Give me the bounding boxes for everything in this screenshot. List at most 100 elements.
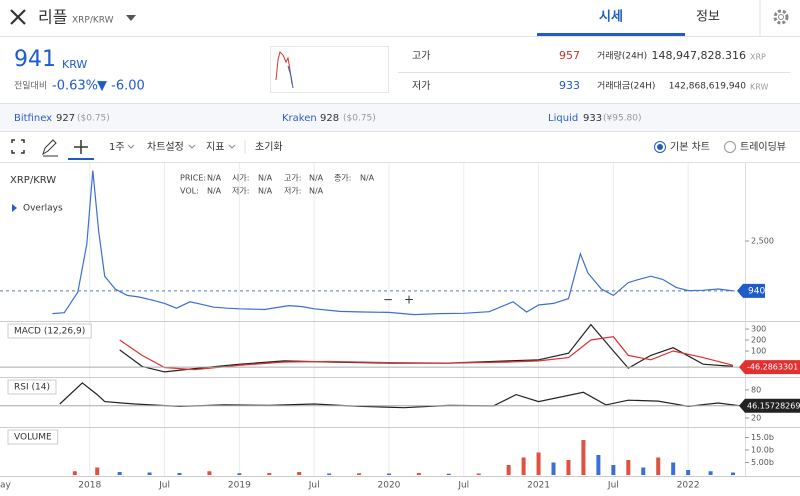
unit: KRW (750, 83, 768, 92)
sparkline-box (270, 46, 389, 93)
last-value: -46.2863301 (747, 363, 798, 372)
volume-bar (72, 471, 77, 475)
x-tick-label: Jul (457, 481, 469, 491)
volume-bar (656, 457, 661, 475)
logo (10, 9, 26, 25)
volume-bar (237, 473, 242, 475)
low: 933 (559, 79, 580, 92)
volume-bar (686, 470, 691, 475)
chevron (188, 144, 196, 149)
sparkline (275, 51, 293, 85)
exchange[interactable]: Kraken (282, 113, 317, 124)
volume-bar (731, 472, 736, 475)
settings-icon[interactable] (773, 9, 789, 25)
info: N/A (309, 187, 324, 196)
chart-type[interactable]: 기본 차트 (670, 141, 710, 153)
fullscreen-icon[interactable] (11, 139, 25, 154)
exchange-price: 928 (320, 113, 339, 124)
sparkline (287, 65, 294, 89)
exchange[interactable]: Bitfinex (14, 113, 52, 124)
exchange-row (0, 103, 800, 131)
info: N/A (360, 174, 375, 183)
info: 저가: (284, 187, 301, 196)
dropdown[interactable] (126, 15, 136, 21)
chart: ay 2018 Jul 2019 Jul 2020 Jul 2021 Jul 2022 2,500 X… (0, 163, 800, 491)
overlays: Overlays (23, 204, 63, 214)
volume-bar (611, 465, 616, 475)
y-tick-label: 80 (751, 385, 761, 394)
volume-bar (147, 472, 152, 475)
info: N/A (207, 174, 222, 183)
volume-bar (641, 467, 646, 475)
change: ▼ -6.00 (97, 79, 145, 94)
price: 941 (14, 47, 56, 72)
active-tool (68, 158, 94, 160)
draw-icon[interactable] (42, 139, 58, 157)
x-tick-label: 2020 (378, 481, 401, 491)
volume-bar (267, 473, 272, 475)
volume-bar (386, 473, 391, 475)
y-tick-label: 15.0b (751, 433, 774, 442)
chevron (228, 144, 236, 149)
radio[interactable] (724, 141, 736, 153)
panel-title-box (7, 379, 57, 395)
info: VOL: (180, 187, 199, 196)
radio[interactable] (654, 141, 666, 153)
info: 시가: (232, 174, 249, 183)
volume-bar (416, 473, 421, 475)
volume-bar (566, 460, 571, 475)
x-tick-label: Jul (607, 481, 619, 491)
y-tick-label: 300 (751, 325, 766, 334)
radio-dot (657, 144, 663, 150)
volume-bar (297, 472, 302, 475)
pair: XRP/KRW (72, 16, 114, 26)
crosshair-icon[interactable] (74, 140, 88, 154)
volume-bar (581, 440, 586, 475)
panel-title: VOLUME (14, 433, 52, 443)
info: 고가: (284, 174, 301, 183)
reset[interactable]: 초기화 (255, 141, 283, 153)
x-tick-label: 2019 (228, 481, 251, 491)
price-line (59, 382, 741, 409)
x-tick-label: Jul (158, 481, 170, 491)
high: 957 (559, 49, 580, 62)
volume-bar (207, 471, 212, 475)
indicators[interactable]: 지표 (206, 141, 224, 153)
tab[interactable]: 시세 (599, 10, 623, 25)
label: 고가 (412, 50, 430, 62)
y-tick-label: 200 (751, 336, 766, 345)
interval[interactable]: 1주 (109, 142, 125, 153)
volume: 148,947,828.316 (652, 49, 746, 62)
label: 전일대비 (14, 81, 47, 92)
zoom-out: − (383, 293, 393, 307)
price-line (52, 170, 734, 316)
last-value: 46.15728269 (747, 401, 800, 410)
value-box (739, 398, 800, 413)
info: N/A (309, 174, 324, 183)
volume-bar (177, 473, 182, 475)
info: 종가: (334, 174, 351, 183)
volume-bar (708, 471, 713, 475)
coin-name: 리플 (38, 8, 67, 27)
label: 저가 (412, 80, 430, 92)
tab[interactable]: 정보 (696, 10, 720, 25)
exchange-usd: ($0.75) (77, 114, 110, 124)
info: 저가: (232, 187, 249, 196)
chart-type[interactable]: 트레이딩뷰 (740, 141, 786, 153)
volume-bar (95, 467, 100, 475)
panel-title: XRP/KRW (10, 175, 56, 186)
volume-bar (551, 462, 556, 475)
change-pct: -0.63% (52, 79, 98, 94)
exchange[interactable]: Liquid (548, 113, 578, 124)
current-value: 940 (748, 286, 765, 296)
overlay-arrow (12, 204, 17, 212)
chevron (127, 144, 135, 149)
info: N/A (207, 187, 222, 196)
value-box (737, 283, 765, 298)
indicator-line (119, 336, 734, 371)
volume-bar (446, 473, 451, 475)
settings[interactable]: 차트설정 (147, 141, 184, 153)
info: N/A (258, 187, 273, 196)
label: 거래량(24H) (597, 50, 647, 62)
